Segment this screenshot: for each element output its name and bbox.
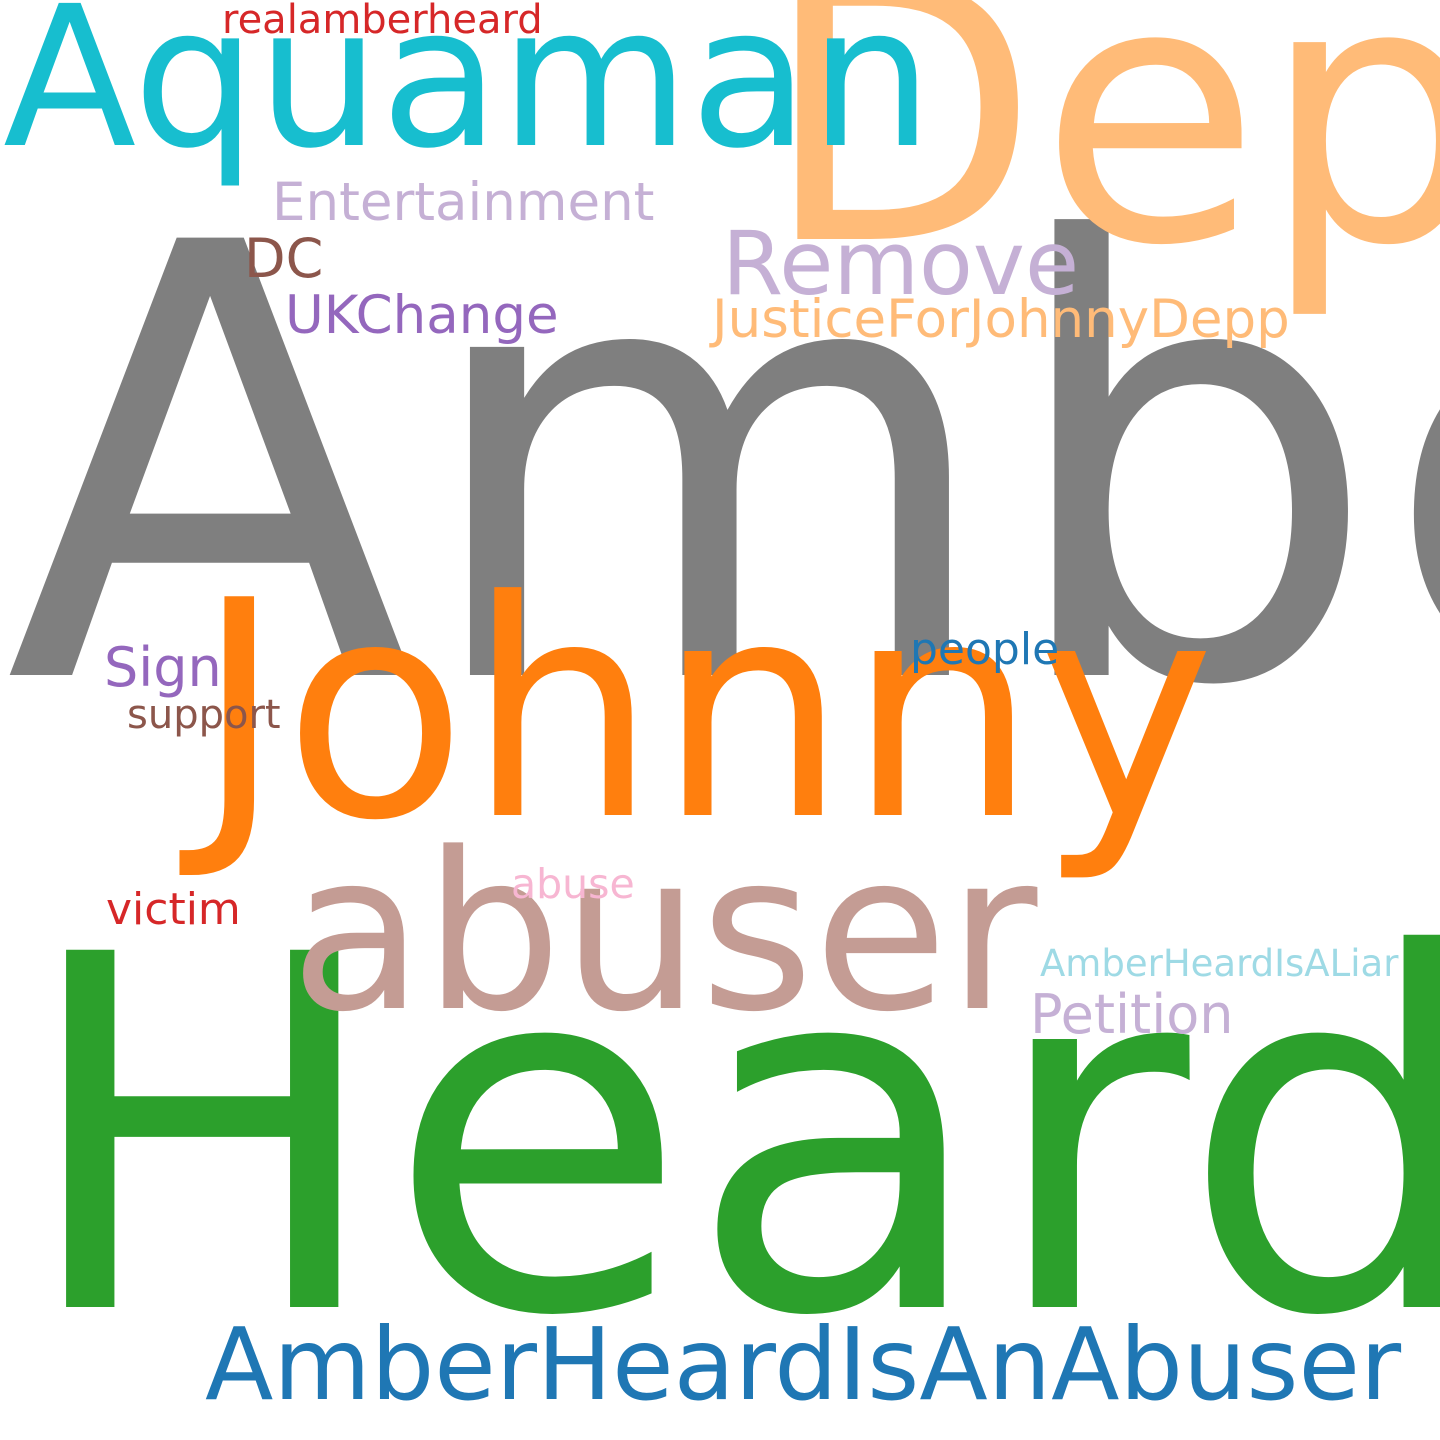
word-people: people: [910, 624, 1060, 675]
word-realamberheard: realamberheard: [222, 0, 543, 43]
word-ukchange: UKChange: [285, 285, 559, 346]
word-victim: victim: [106, 884, 241, 935]
word-amber: Amber: [5, 118, 1440, 817]
word-aquaman: Aquaman: [3, 0, 933, 191]
word-abuse: abuse: [511, 860, 635, 908]
word-justicefor-johnnydepp: JusticeForJohnnyDepp: [712, 289, 1290, 350]
word-support: support: [127, 692, 281, 738]
word-abuser: abuser: [290, 807, 1038, 1060]
word-sign: Sign: [104, 636, 222, 699]
word-remove: Remove: [722, 212, 1080, 315]
word-depp: Depp: [762, 0, 1440, 324]
word-entertainment: Entertainment: [272, 172, 655, 233]
word-amberheardisanabuser: AmberHeardIsAnAbuser: [205, 1306, 1402, 1423]
word-heard: Heard: [18, 852, 1440, 1423]
word-amberheardisaliar: AmberHeardIsALiar: [1040, 942, 1399, 985]
word-dc: DC: [244, 227, 324, 290]
word-johnny: Johnny: [195, 537, 1215, 886]
word-petition: Petition: [1030, 983, 1234, 1046]
